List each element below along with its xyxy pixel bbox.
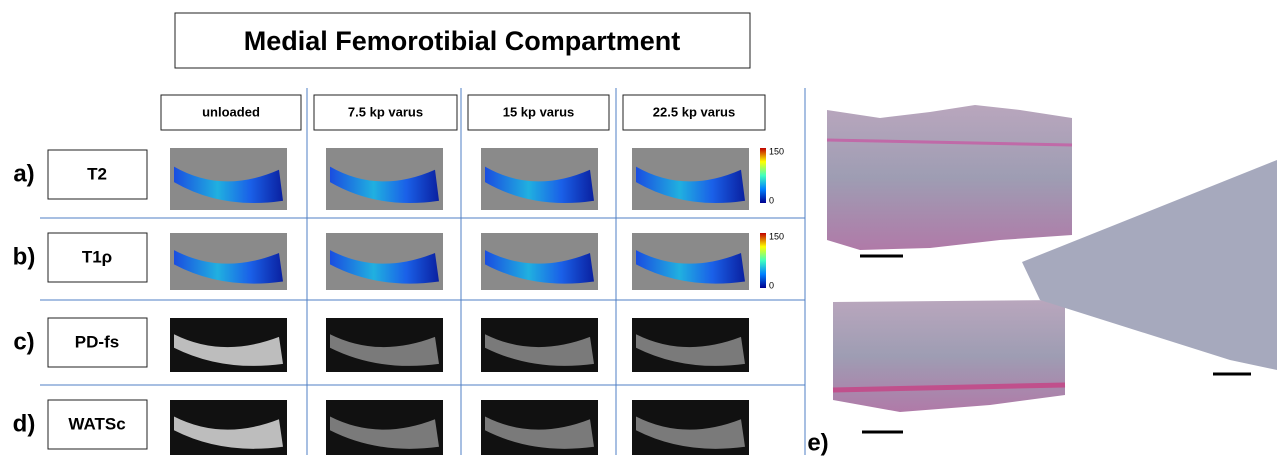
colorbar-min: 0 xyxy=(769,195,774,205)
column-header: unloaded xyxy=(202,104,260,119)
row-letter: b) xyxy=(13,243,36,270)
mri-image xyxy=(481,233,598,290)
colorbar-max: 150 xyxy=(769,231,784,241)
mri-image xyxy=(481,318,598,372)
mri-image xyxy=(326,400,443,455)
colorbar xyxy=(760,148,766,203)
figure: Medial Femorotibial Compartment e) unloa… xyxy=(0,0,1277,457)
mri-image xyxy=(326,148,443,210)
row-letter: c) xyxy=(13,328,34,355)
mri-image xyxy=(632,400,749,455)
mri-image xyxy=(170,400,287,455)
mri-image xyxy=(632,318,749,372)
colorbar-max: 150 xyxy=(769,146,784,156)
mri-image xyxy=(170,233,287,290)
mri-image xyxy=(326,318,443,372)
histology xyxy=(827,105,1277,432)
mri-image xyxy=(481,400,598,455)
mri-image xyxy=(326,233,443,290)
panel-label: e) xyxy=(807,429,828,456)
column-header: 7.5 kp varus xyxy=(348,104,423,119)
colorbar xyxy=(760,233,766,288)
mri-image xyxy=(481,148,598,210)
row-label: WATSc xyxy=(68,414,125,433)
row-label: T2 xyxy=(87,164,107,183)
mri-image xyxy=(632,233,749,290)
row-label: PD-fs xyxy=(75,332,119,351)
mri-image xyxy=(170,148,287,210)
row-label: T1ρ xyxy=(82,247,112,266)
row-letter: d) xyxy=(13,410,36,437)
title: Medial Femorotibial Compartment xyxy=(244,26,681,56)
row-letter: a) xyxy=(13,160,34,187)
column-header: 15 kp varus xyxy=(503,104,575,119)
mri-image xyxy=(632,148,749,210)
column-header: 22.5 kp varus xyxy=(653,104,735,119)
mri-image xyxy=(170,318,287,372)
colorbar-min: 0 xyxy=(769,280,774,290)
